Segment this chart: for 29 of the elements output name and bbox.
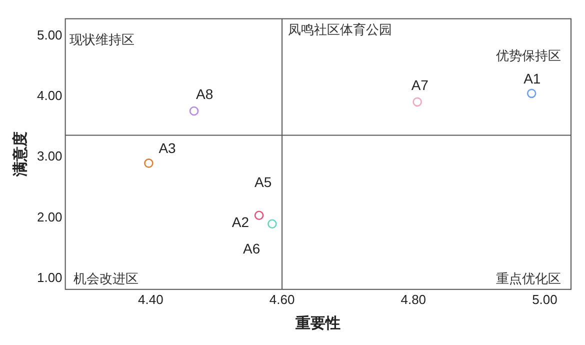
point (254, 210, 264, 220)
series-label: A3 (158, 140, 176, 156)
x-tick-label: 4.80 (400, 292, 426, 307)
series-label: A2 (232, 214, 250, 230)
y-tick-label: 3.00 (36, 148, 62, 164)
y-tick-label: 1.00 (36, 270, 62, 286)
y-tick-label: 2.00 (36, 209, 62, 224)
annotation: 重点优化区 (496, 272, 561, 287)
y-tick-label: 4.00 (36, 88, 62, 104)
series-label: A8 (196, 86, 214, 102)
annotation: 机会改进区 (73, 272, 138, 287)
x-tick-label: 5.00 (532, 292, 558, 307)
annotation: 优势保持区 (496, 49, 561, 64)
chart-title: 凤鸣社区体育公园 (288, 22, 392, 38)
point (144, 158, 154, 168)
annotation: A5 (254, 174, 272, 190)
point (189, 106, 199, 116)
series-label: A1 (524, 70, 541, 86)
x-axis-title: 重要性 (294, 314, 341, 332)
point (412, 97, 422, 107)
series-label: A7 (411, 76, 429, 93)
x-tick-label: 4.40 (138, 292, 164, 307)
point (526, 88, 536, 98)
annotation: 现状维持区 (69, 33, 134, 48)
x-tick-label: 4.60 (269, 292, 295, 307)
point (268, 219, 277, 229)
y-tick-label: 5.00 (36, 27, 62, 42)
series-label: A6 (243, 240, 260, 257)
y-axis-title: 满意度 (10, 132, 29, 178)
